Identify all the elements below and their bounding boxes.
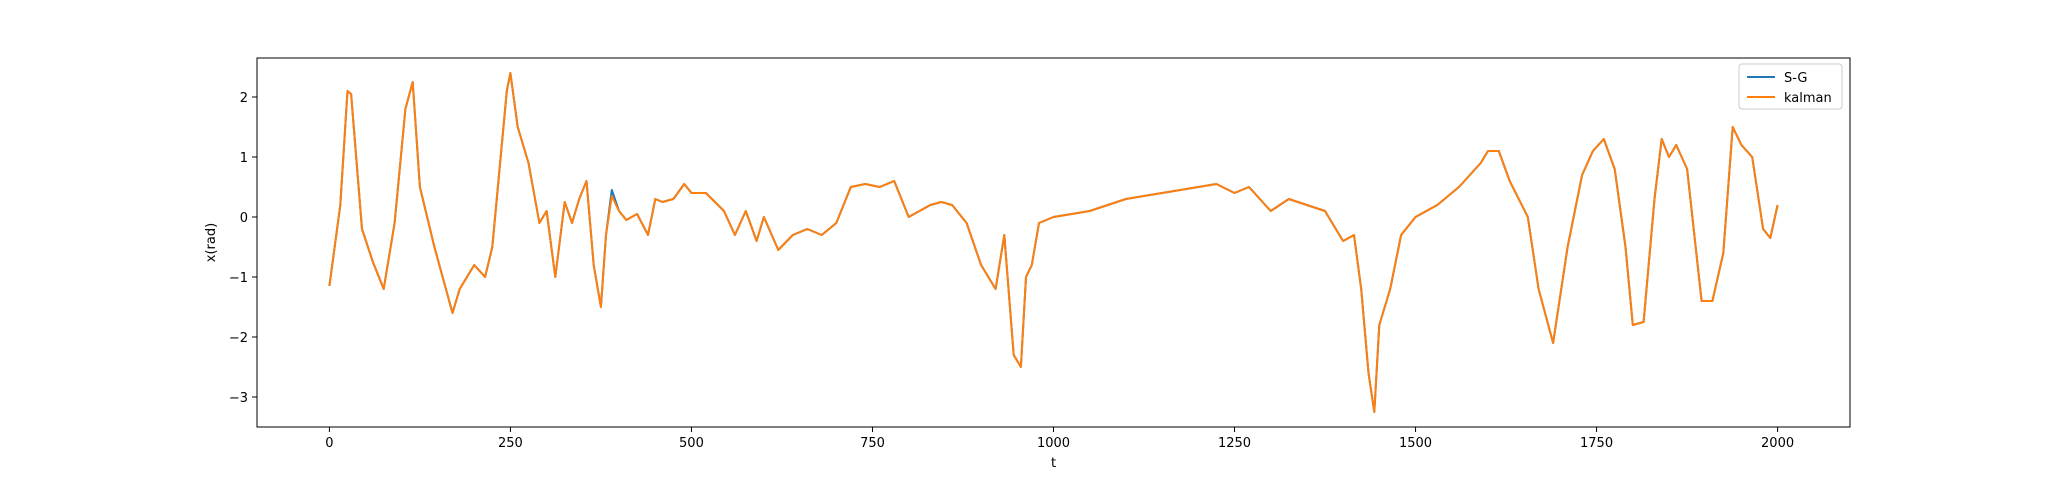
y-axis: −3 −2 −1 0 1 2	[229, 91, 257, 406]
x-axis-label: t	[1051, 456, 1056, 471]
legend: S-G kalman	[1738, 63, 1843, 110]
y-tick-label: 2	[240, 91, 248, 106]
x-tick-label: 1000	[1037, 436, 1070, 451]
x-tick-label: 500	[679, 436, 704, 451]
y-tick-label: −1	[229, 271, 248, 286]
x-tick-label: 0	[325, 436, 333, 451]
y-tick-label: −2	[229, 331, 248, 346]
y-tick-label: 1	[240, 151, 248, 166]
legend-label-kalman: kalman	[1784, 91, 1832, 106]
x-axis: 0 250 500 750 1000 1250 1500 1750 2000	[325, 427, 1794, 451]
x-tick-label: 1250	[1218, 436, 1251, 451]
x-tick-label: 750	[860, 436, 885, 451]
x-tick-label: 2000	[1761, 436, 1794, 451]
y-tick-label: −3	[229, 391, 248, 406]
x-tick-label: 1750	[1580, 436, 1613, 451]
y-axis-label: x(rad)	[204, 223, 219, 262]
legend-label-sg: S-G	[1784, 71, 1808, 86]
x-tick-label: 1500	[1399, 436, 1432, 451]
y-tick-label: 0	[240, 211, 248, 226]
series-line-kalman	[328, 72, 1779, 413]
series-layer	[328, 72, 1779, 413]
x-tick-label: 250	[498, 436, 523, 451]
